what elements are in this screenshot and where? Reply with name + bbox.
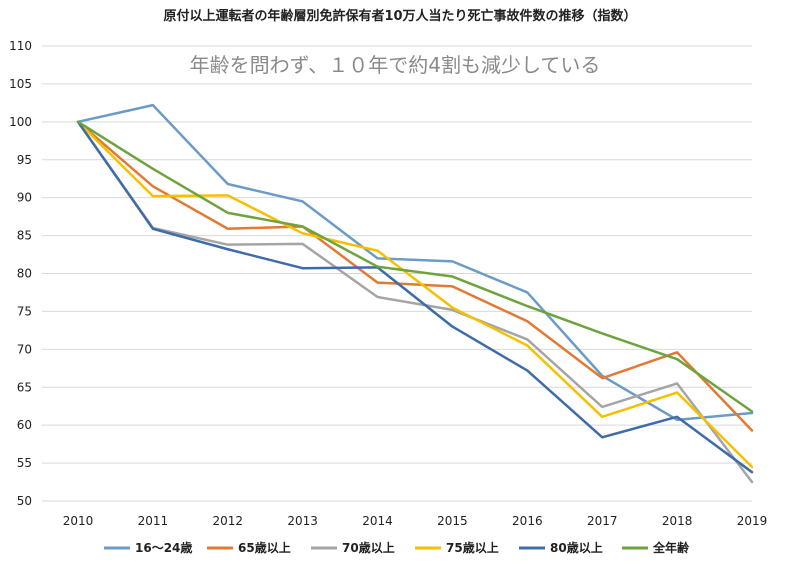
y-tick-label: 70 bbox=[17, 342, 32, 356]
y-tick-label: 55 bbox=[17, 456, 32, 470]
grid-layer bbox=[42, 45, 752, 502]
series-line-2 bbox=[76, 120, 754, 432]
y-tick-label: 100 bbox=[9, 115, 32, 129]
chart-title: 原付以上運転者の年齢層別免許保有者10万人当たり死亡事故件数の推移（指数） bbox=[163, 8, 636, 24]
legend-label: 全年齢 bbox=[652, 540, 690, 555]
y-axis-ticks: 50 55 60 65 70 75 80 85 90 95 100 105 110 bbox=[9, 39, 32, 508]
series-line-5 bbox=[76, 120, 754, 474]
x-tick-label: 2019 bbox=[737, 514, 768, 528]
legend-label: 75歳以上 bbox=[446, 540, 499, 555]
legend-label: 65歳以上 bbox=[238, 540, 291, 555]
x-tick-label: 2015 bbox=[437, 514, 468, 528]
x-tick-label: 2018 bbox=[662, 514, 693, 528]
y-tick-label: 50 bbox=[17, 494, 32, 508]
x-tick-label: 2017 bbox=[587, 514, 618, 528]
y-tick-label: 95 bbox=[17, 153, 32, 167]
series-line-3 bbox=[76, 120, 754, 484]
x-tick-label: 2016 bbox=[512, 514, 543, 528]
legend-label: 70歳以上 bbox=[342, 540, 395, 555]
y-tick-label: 90 bbox=[17, 191, 32, 205]
series-line-6 bbox=[76, 120, 754, 413]
y-tick-label: 75 bbox=[17, 304, 32, 318]
y-tick-label: 80 bbox=[17, 267, 32, 281]
legend: 16～24歳 65歳以上 70歳以上 75歳以上 80歳以上 全年齢 bbox=[104, 540, 690, 555]
legend-label: 16～24歳 bbox=[135, 540, 192, 555]
x-tick-label: 2013 bbox=[287, 514, 318, 528]
x-tick-label: 2012 bbox=[213, 514, 244, 528]
series-layer bbox=[76, 103, 754, 484]
series-line-4 bbox=[76, 120, 754, 469]
legend-label: 80歳以上 bbox=[550, 540, 603, 555]
x-tick-label: 2011 bbox=[138, 514, 169, 528]
y-tick-label: 60 bbox=[17, 418, 32, 432]
x-tick-label: 2010 bbox=[63, 514, 94, 528]
y-tick-label: 110 bbox=[9, 39, 32, 53]
y-tick-label: 65 bbox=[17, 380, 32, 394]
y-tick-label: 105 bbox=[9, 77, 32, 91]
x-tick-label: 2014 bbox=[362, 514, 393, 528]
series-line-1 bbox=[76, 103, 754, 422]
x-axis-ticks: 2010 2011 2012 2013 2014 2015 2016 2017 2018 2019 bbox=[63, 514, 768, 528]
y-tick-label: 85 bbox=[17, 229, 32, 243]
chart-annotation: 年齢を問わず、１０年で約4割も減少している bbox=[190, 53, 601, 77]
